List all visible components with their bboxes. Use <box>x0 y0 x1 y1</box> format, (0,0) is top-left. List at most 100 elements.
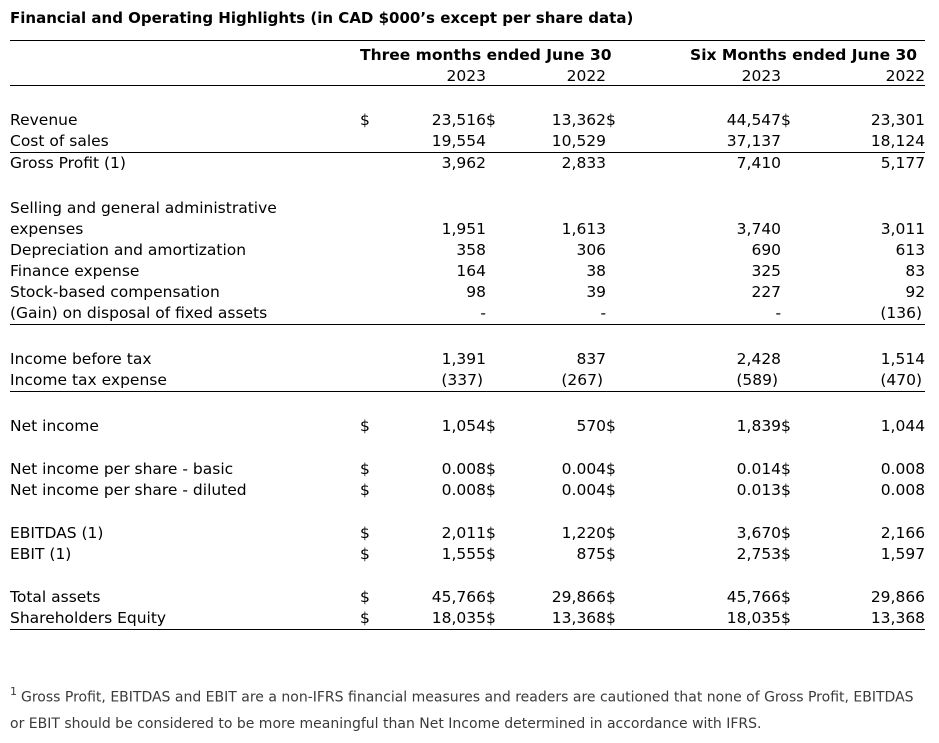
row-label: Net income <box>10 417 99 435</box>
footnote-line-1: Gross Profit, EBITDAS and EBIT are a non… <box>21 689 914 706</box>
empty-cell <box>10 64 360 86</box>
dollar-sign-cell <box>486 198 516 219</box>
value-cell: 19,554 <box>386 131 486 153</box>
table-row: Shareholders Equity $18,035 $13,368 $18,035… <box>10 608 926 630</box>
spacer-cell <box>10 325 925 350</box>
value-cell: 306 <box>576 241 607 259</box>
dollar-sign-cell <box>360 153 386 175</box>
value-cell: 2,011 <box>441 524 486 542</box>
value-cell: 1,044 <box>880 417 926 435</box>
period-header-row: Three months ended June 30 Six Months en… <box>10 40 926 64</box>
row-label: Net income per share - basic <box>10 460 234 478</box>
dollar-sign-cell <box>606 349 676 370</box>
dollar-sign-cell <box>360 198 386 219</box>
dollar-sign-cell: $ <box>606 588 616 606</box>
dollar-sign-cell: $ <box>360 460 370 478</box>
dollar-sign-cell <box>606 240 676 261</box>
value-cell: 1,054 <box>441 417 486 435</box>
value-cell: 613 <box>895 241 926 259</box>
value-cell: 1,220 <box>561 524 607 542</box>
dollar-sign-cell: $ <box>781 524 791 542</box>
dollar-sign-cell <box>486 240 516 261</box>
dollar-sign-cell: $ <box>360 588 370 606</box>
dollar-sign-cell: $ <box>781 460 791 478</box>
dollar-sign-cell <box>606 153 676 175</box>
value-cell: 23,516 <box>431 111 486 129</box>
dollar-sign-cell: $ <box>606 111 616 129</box>
dollar-sign-cell: $ <box>486 460 496 478</box>
value-cell: 39 <box>586 283 607 301</box>
spacer-cell <box>10 174 925 198</box>
value-cell: 83 <box>905 262 926 280</box>
value-cell: 1,597 <box>880 545 926 563</box>
empty-cell <box>10 40 360 64</box>
dollar-sign-cell <box>781 131 814 153</box>
value-cell: 0.014 <box>736 460 782 478</box>
dollar-sign-cell <box>781 219 813 240</box>
dollar-sign-cell <box>781 282 813 303</box>
dollar-sign-cell: $ <box>360 545 370 563</box>
empty-cell <box>486 64 516 86</box>
value-cell: 690 <box>751 241 782 259</box>
value-cell: 1,839 <box>736 417 782 435</box>
dollar-sign-cell: $ <box>606 545 616 563</box>
row-label: (Gain) on disposal of fixed assets <box>10 303 360 325</box>
dollar-sign-cell <box>360 303 386 325</box>
financial-highlights-table: Three months ended June 30 Six Months en… <box>10 40 926 630</box>
spacer-row <box>10 325 925 350</box>
spacer-row <box>10 437 925 459</box>
year-header-2023-h: 2023 <box>676 64 782 86</box>
value-cell: 10,529 <box>516 131 607 153</box>
dollar-sign-cell <box>486 303 516 325</box>
spacer-row <box>10 565 925 587</box>
dollar-sign-cell: $ <box>486 545 496 563</box>
value-cell <box>813 198 925 219</box>
value-cell: 45,766 <box>431 588 486 606</box>
table-header: Three months ended June 30 Six Months en… <box>10 40 926 86</box>
value-cell: 23,301 <box>870 111 926 129</box>
value-cell: 0.004 <box>561 481 607 499</box>
dollar-sign-cell <box>360 370 386 392</box>
dollar-sign-cell: $ <box>781 588 791 606</box>
footnote-marker: 1 <box>10 685 17 698</box>
table-row: Net income per share - basic $0.008 $0.004… <box>10 459 925 480</box>
row-label: Cost of sales <box>10 131 360 153</box>
spacer-row <box>10 501 925 523</box>
row-label: Total assets <box>10 588 101 606</box>
value-cell: (337) <box>386 370 486 392</box>
dollar-sign-cell: $ <box>606 460 616 478</box>
dollar-sign-cell: $ <box>360 481 370 499</box>
value-cell: 44,547 <box>726 111 782 129</box>
row-label: Net income per share - diluted <box>10 481 247 499</box>
spacer-cell <box>10 437 925 459</box>
dollar-sign-cell: $ <box>781 608 814 630</box>
dollar-sign-cell <box>486 349 516 370</box>
dollar-sign-cell: $ <box>360 608 386 630</box>
value-cell: (136) <box>813 303 926 325</box>
dollar-sign-cell: $ <box>781 417 791 435</box>
row-label: EBITDAS (1) <box>10 524 104 542</box>
dollar-sign-cell <box>606 219 676 240</box>
value-cell: 227 <box>751 283 782 301</box>
dollar-sign-cell <box>781 261 813 282</box>
value-cell: 45,766 <box>726 588 782 606</box>
table-row: Net income $1,054 $570 $1,839 $1,044 <box>10 416 925 437</box>
year-header-2023-q: 2023 <box>386 64 486 86</box>
value-cell: 1,951 <box>441 220 486 238</box>
dollar-sign-cell <box>606 261 676 282</box>
row-label: Stock-based compensation <box>10 283 220 301</box>
value-cell: (589) <box>676 370 782 392</box>
value-cell: 29,866 <box>551 588 607 606</box>
value-cell <box>386 198 486 219</box>
table-body: Revenue $23,516 $13,362 $44,547 $23,301 Cost … <box>10 86 926 630</box>
row-label: expenses <box>10 220 84 238</box>
value-cell: 38 <box>586 262 607 280</box>
table-row: Revenue $23,516 $13,362 $44,547 $23,301 <box>10 110 925 131</box>
value-cell: 0.008 <box>880 481 926 499</box>
dollar-sign-cell <box>360 219 386 240</box>
table-row: Depreciation and amortization 358 306 690 61… <box>10 240 925 261</box>
dollar-sign-cell: $ <box>486 608 516 630</box>
dollar-sign-cell: $ <box>486 111 496 129</box>
dollar-sign-cell <box>606 198 676 219</box>
dollar-sign-cell <box>781 153 813 175</box>
